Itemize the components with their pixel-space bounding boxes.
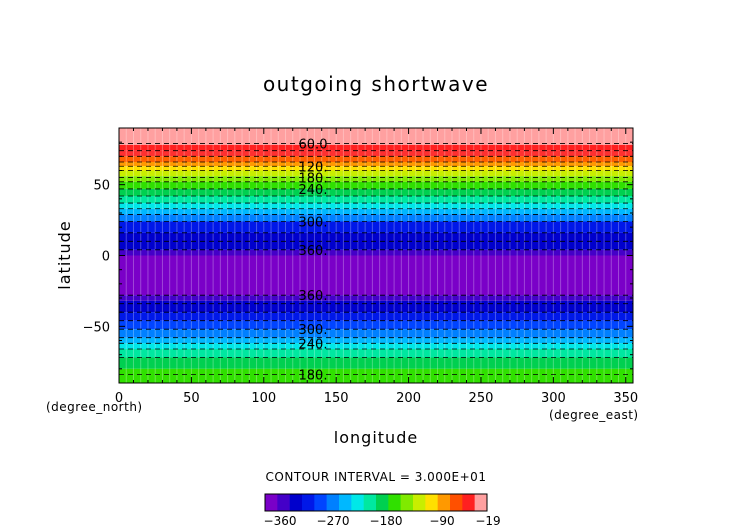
- y-axis: −50 0 50: [83, 127, 633, 384]
- contour-label-4: 120.: [299, 160, 328, 175]
- x-tick-label: 350: [613, 391, 638, 406]
- colorbar: [264, 493, 488, 512]
- contour-label-21: 300.: [299, 323, 328, 338]
- heatmap-band-6: [119, 170, 633, 177]
- colorbar-frame: [264, 493, 488, 512]
- colorbar-swatch-4: [314, 494, 327, 511]
- colorbar-tick-label: −180: [370, 514, 403, 528]
- y-axis-title: latitude: [55, 220, 74, 289]
- heatmap-band-21: [119, 320, 633, 330]
- heatmap-band-24: [119, 343, 633, 349]
- heatmap-band-23: [119, 337, 633, 344]
- colorbar-swatch-13: [425, 494, 438, 511]
- colorbar-swatch-5: [326, 494, 340, 511]
- y-tick-label: 0: [102, 250, 110, 265]
- colorbar-swatch-8: [363, 494, 377, 511]
- colorbar-swatch-12: [413, 494, 426, 511]
- meridian-lines: [125, 128, 627, 383]
- x-tick-label: 250: [469, 391, 494, 406]
- heatmap-band-16: [119, 249, 633, 256]
- contour-label-17: 360.: [299, 289, 328, 304]
- heatmap-band-0: [119, 128, 633, 145]
- colorbar-swatch-7: [351, 494, 364, 511]
- heatmap-band-11: [119, 203, 633, 209]
- y-units-label: (degree_north): [46, 400, 143, 414]
- heatmap-band-26: [119, 357, 633, 369]
- x-axis-title: longitude: [334, 428, 418, 447]
- heatmap-band-25: [119, 349, 633, 358]
- colorbar-swatch-0: [265, 494, 278, 511]
- x-tick-label: 200: [396, 391, 421, 406]
- heatmap-band-17: [119, 255, 633, 296]
- colorbar-swatch-10: [388, 494, 401, 511]
- colorbar-swatch-9: [376, 494, 389, 511]
- heatmap-band-20: [119, 312, 633, 321]
- chart-title: outgoing shortwave: [263, 72, 489, 96]
- y-tick-label: 50: [93, 179, 110, 194]
- colorbar-swatch-1: [277, 494, 290, 511]
- colorbar-swatch-16: [462, 494, 475, 511]
- heatmap-band-13: [119, 214, 633, 222]
- heatmap-band-27: [119, 368, 633, 383]
- contour-label-13: 300.: [299, 216, 328, 231]
- heatmap-band-19: [119, 300, 633, 313]
- heatmap-band-9: [119, 188, 633, 196]
- heatmap-band-1: [119, 145, 633, 151]
- contour-label-16: 360.: [299, 244, 328, 259]
- colorbar-swatch-6: [339, 494, 352, 511]
- colorbar-tick-label: −270: [317, 514, 350, 528]
- colorbar-swatch-14: [437, 494, 451, 511]
- contour-label-8: 240.: [299, 183, 328, 198]
- colorbar-swatch-2: [289, 494, 303, 511]
- colorbar-swatch-15: [450, 494, 463, 511]
- heatmap-band-22: [119, 329, 633, 338]
- contour-label-0: 60.0: [299, 138, 328, 153]
- x-tick-label: 0: [115, 391, 123, 406]
- colorbar-swatch-3: [302, 494, 315, 511]
- contour-label-23: 240.: [299, 337, 328, 352]
- colorbar-tick-label: −90: [429, 514, 454, 528]
- x-tick-label: 300: [541, 391, 566, 406]
- colorbar-ticks: −360 −270 −180 −90 −19: [264, 514, 501, 528]
- colorbar-tick-label: −360: [264, 514, 297, 528]
- heatmap-band-7: [119, 176, 633, 182]
- colorbar-swatch-17: [474, 494, 488, 511]
- heatmap-band-12: [119, 208, 633, 215]
- colorbar-tick-label: −19: [475, 514, 500, 528]
- contour-label-26: 180.: [299, 369, 328, 384]
- heatmap-band-8: [119, 181, 633, 189]
- contour-label-6: 180.: [299, 172, 328, 187]
- heatmap-band-2: [119, 150, 633, 157]
- x-tick-label: 50: [183, 391, 200, 406]
- contour-interval-label: CONTOUR INTERVAL = 3.000E+01: [266, 470, 487, 484]
- x-units-label: (degree_east): [549, 408, 639, 422]
- heatmap-band-18: [119, 295, 633, 301]
- x-axis: 0 50 100 150 200 250 300 350: [115, 128, 638, 406]
- heatmap-band-3: [119, 156, 633, 162]
- heatmap-band-10: [119, 196, 633, 204]
- contour-lines: [119, 143, 633, 375]
- heatmap-band-5: [119, 166, 633, 171]
- x-tick-label: 100: [251, 391, 276, 406]
- heatmap-band-4: [119, 162, 633, 167]
- heatmap-band-14: [119, 221, 633, 233]
- colorbar-swatch-11: [400, 494, 414, 511]
- x-tick-label: 150: [324, 391, 349, 406]
- heatmap-bands: [119, 128, 633, 383]
- y-tick-label: −50: [83, 320, 110, 335]
